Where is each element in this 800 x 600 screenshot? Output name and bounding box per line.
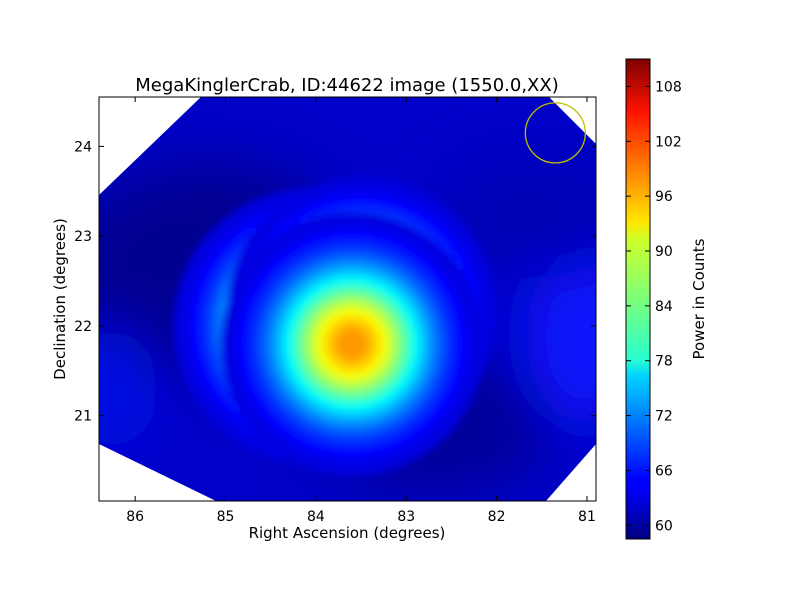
x-tick-label: 81 xyxy=(578,509,596,525)
colorbar-tick-label: 108 xyxy=(655,79,682,95)
heatmap-footprint xyxy=(99,97,596,501)
x-axis-ticks: 86 85 84 83 82 81 xyxy=(126,97,596,525)
x-axis-label: Right Ascension (degrees) xyxy=(249,524,446,542)
dark-patch xyxy=(442,158,596,279)
x-tick-label: 83 xyxy=(397,509,415,525)
colorbar-tick-label: 96 xyxy=(655,189,673,205)
y-axis-label: Declination (degrees) xyxy=(51,218,69,380)
y-axis-ticks: 21 22 23 24 xyxy=(74,139,596,425)
colorbar-gradient xyxy=(625,58,651,540)
x-tick-label: 84 xyxy=(307,509,325,525)
colorbar-label: Power in Counts xyxy=(690,238,708,359)
source xyxy=(220,212,484,476)
colorbar-tick-label: 78 xyxy=(655,354,673,370)
y-tick-label: 24 xyxy=(74,139,92,155)
bright-patch xyxy=(526,244,596,425)
colorbar-tick-label: 60 xyxy=(655,518,673,534)
source-contour xyxy=(350,342,354,346)
heatmap-plot: 86 85 84 83 82 81 21 22 23 24 xyxy=(74,96,597,525)
colorbar-tick-label: 90 xyxy=(655,244,673,260)
chart-title: MegaKinglerCrab, ID:44622 image (1550.0,… xyxy=(135,75,558,96)
beam-circle xyxy=(524,102,586,164)
colorbar-tick-label: 84 xyxy=(655,299,673,315)
colorbar-tick-label: 102 xyxy=(655,134,682,150)
y-tick-label: 22 xyxy=(74,319,92,335)
y-tick-label: 21 xyxy=(74,409,92,425)
bright-patch xyxy=(99,328,159,449)
colorbar-tick-label: 66 xyxy=(655,463,673,479)
x-tick-label: 85 xyxy=(217,509,235,525)
x-tick-label: 82 xyxy=(488,509,506,525)
y-tick-label: 23 xyxy=(74,229,92,245)
plot-frame xyxy=(98,96,597,502)
colorbar-ticks: 60 66 72 78 84 90 96 102 108 xyxy=(626,79,682,534)
colorbar: 60 66 72 78 84 90 96 102 108 Power in Counts xyxy=(625,58,708,540)
x-tick-label: 86 xyxy=(126,509,144,525)
colorbar-tick-label: 72 xyxy=(655,409,673,425)
source-emission xyxy=(173,177,496,476)
